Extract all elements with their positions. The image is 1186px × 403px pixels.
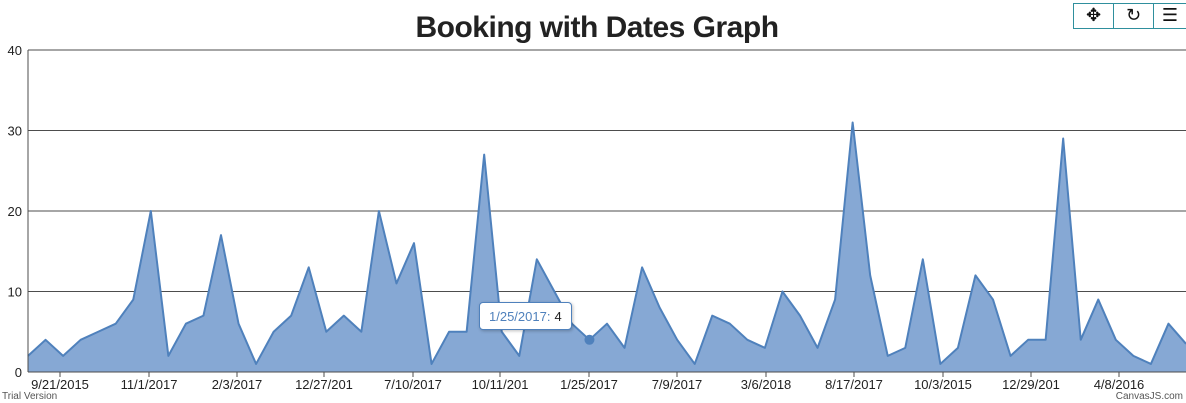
y-tick-label-40: 40 <box>8 43 22 58</box>
x-tick-label: 11/1/2017 <box>121 377 178 392</box>
y-tick-label-20: 20 <box>8 204 22 219</box>
move-arrows-icon: ✥ <box>1085 5 1102 26</box>
axes <box>27 50 1186 373</box>
series-line <box>27 121 1186 365</box>
chart-toolbar: ✥ ↻ ☰ <box>1073 3 1186 29</box>
series-bookings <box>27 121 1186 372</box>
tooltip-label: 1/25/2017: <box>489 308 551 324</box>
highlighted-data-point <box>584 334 595 345</box>
x-tick-label: 1/25/2017 <box>560 377 618 392</box>
reset-button[interactable]: ↻ <box>1114 4 1154 28</box>
x-tick-label: 10/11/201 <box>472 377 529 392</box>
credit-label: CanvasJS.com <box>1116 391 1183 402</box>
x-tick-label: 3/6/2018 <box>741 377 792 392</box>
gridlines <box>28 49 1186 292</box>
y-axis-tick-labels: 0 10 20 30 40 <box>8 43 22 380</box>
reset-icon: ↻ <box>1125 5 1142 26</box>
trial-version-label: Trial Version <box>2 391 57 402</box>
chart-title: Booking with Dates Graph <box>415 11 778 44</box>
hamburger-menu-icon: ☰ <box>1161 5 1179 26</box>
pan-button[interactable]: ✥ <box>1074 4 1114 28</box>
x-tick-label: 7/10/2017 <box>384 377 442 392</box>
x-tick-label: 9/21/2015 <box>31 377 89 392</box>
x-tick-label: 2/3/2017 <box>212 377 263 392</box>
data-tooltip: 1/25/2017: 4 <box>479 302 572 330</box>
y-tick-label-30: 30 <box>8 124 22 139</box>
tooltip-value: 4 <box>554 308 562 324</box>
x-tick-label: 4/8/2016 <box>1094 377 1145 392</box>
menu-button[interactable]: ☰ <box>1154 4 1186 28</box>
x-tick-label: 8/17/2017 <box>825 377 883 392</box>
y-tick-label-10: 10 <box>8 285 22 300</box>
y-tick-label-0: 0 <box>15 365 22 380</box>
x-tick-label: 10/3/2015 <box>914 377 972 392</box>
area-fill <box>28 122 1186 372</box>
x-tick-label: 7/9/2017 <box>652 377 703 392</box>
x-axis-tick-labels: 9/21/2015 11/1/2017 2/3/2017 12/27/201 7/10/… <box>31 372 1144 392</box>
x-tick-label: 12/29/201 <box>1002 377 1060 392</box>
x-tick-label: 12/27/201 <box>295 377 353 392</box>
